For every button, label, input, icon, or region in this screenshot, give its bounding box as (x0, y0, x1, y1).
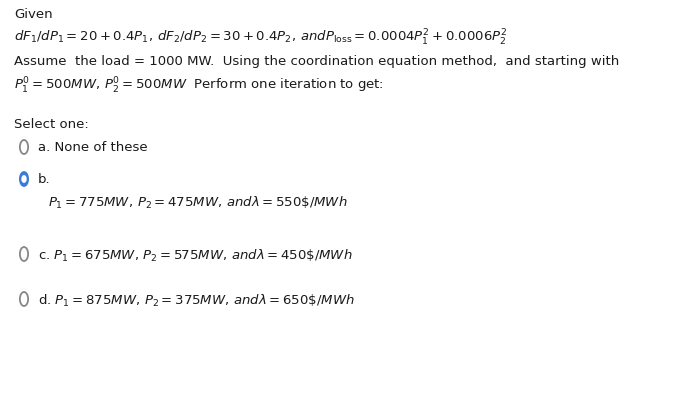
Text: a. None of these: a. None of these (38, 141, 148, 154)
Text: c. $P_1 = 675MW,\, P_2 = 575MW,\, and\lambda = 450\$/MWh$: c. $P_1 = 675MW,\, P_2 = 575MW,\, and\la… (38, 247, 352, 263)
Text: Given: Given (14, 8, 53, 21)
Text: Select one:: Select one: (14, 118, 89, 131)
Text: Assume  the load = 1000 MW.  Using the coordination equation method,  and starti: Assume the load = 1000 MW. Using the coo… (14, 55, 619, 68)
Text: $P_1^0 = 500MW,\, P_2^0 = 500MW$  Perform one iteration to get:: $P_1^0 = 500MW,\, P_2^0 = 500MW$ Perform… (14, 76, 384, 96)
Ellipse shape (23, 176, 26, 182)
Text: b.: b. (38, 172, 51, 186)
Text: $dF_1/dP_1 = 20 + 0.4P_1,\, dF_2/dP_2 = 30 + 0.4P_2,\, andP_{\rm loss} = 0.0004P: $dF_1/dP_1 = 20 + 0.4P_1,\, dF_2/dP_2 = … (14, 28, 508, 48)
Ellipse shape (20, 172, 28, 186)
Text: $P_1 = 775MW,\, P_2 = 475MW,\, and\lambda = 550\$/MWh$: $P_1 = 775MW,\, P_2 = 475MW,\, and\lambd… (48, 194, 347, 211)
Text: d. $P_1 = 875MW,\, P_2 = 375MW,\, and\lambda = 650\$/MWh$: d. $P_1 = 875MW,\, P_2 = 375MW,\, and\la… (38, 292, 354, 308)
